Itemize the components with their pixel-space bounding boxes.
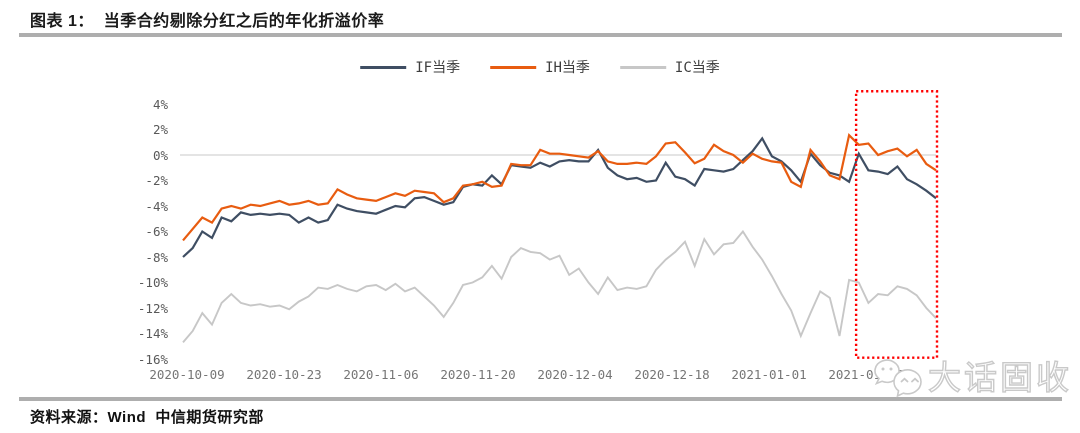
- x-tick-label: 2021-01-01: [731, 367, 807, 382]
- x-tick-label: 2020-11-06: [343, 367, 419, 382]
- figure-title: 图表 1： 当季合约剔除分红之后的年化折溢价率: [30, 13, 385, 30]
- series-line-IH当季: [182, 133, 937, 242]
- legend-swatch-if: [360, 65, 407, 69]
- series-line-IC当季: [182, 229, 937, 344]
- legend-item-ic: IC当季: [619, 57, 720, 77]
- series-line-IF当季: [182, 136, 937, 258]
- legend-item-if: IF当季: [360, 57, 460, 77]
- x-tick-label: 2020-10-09: [149, 367, 225, 382]
- highlight-box: [854, 90, 939, 359]
- chart-legend: IF当季 IH当季 IC当季: [360, 57, 720, 77]
- y-tick-label: 0%: [152, 147, 168, 163]
- legend-swatch-ih: [490, 65, 537, 69]
- legend-item-ih: IH当季: [490, 57, 590, 77]
- footer-divider: [19, 397, 1062, 401]
- y-tick-label: -10%: [137, 275, 168, 290]
- legend-label-ic: IC当季: [674, 60, 720, 76]
- x-tick-label: 2020-12-04: [537, 367, 613, 382]
- y-tick-label: -14%: [137, 326, 168, 341]
- y-tick-label: -12%: [137, 300, 168, 316]
- y-tick-label: -2%: [145, 173, 168, 188]
- wechat-icon: [874, 359, 922, 398]
- x-tick-label: 2020-11-20: [440, 367, 516, 382]
- watermark: 大话固收: [872, 356, 1072, 402]
- x-tick-label: 2020-12-18: [634, 367, 710, 382]
- x-tick-label: 2020-10-23: [246, 367, 322, 382]
- source-note: 资料来源：Wind 中信期货研究部: [30, 409, 264, 426]
- watermark-text: 大话固收: [927, 358, 1072, 396]
- legend-label-if: IF当季: [415, 60, 461, 76]
- y-tick-label: -6%: [145, 224, 168, 239]
- legend-label-ih: IH当季: [545, 60, 590, 76]
- y-tick-label: -8%: [145, 249, 168, 265]
- y-tick-label: 4%: [152, 96, 168, 112]
- y-tick-label: -16%: [137, 351, 168, 367]
- y-tick-label: 2%: [152, 122, 168, 137]
- legend-swatch-ic: [619, 65, 666, 69]
- y-tick-label: -4%: [145, 198, 168, 214]
- title-divider: [19, 33, 1062, 37]
